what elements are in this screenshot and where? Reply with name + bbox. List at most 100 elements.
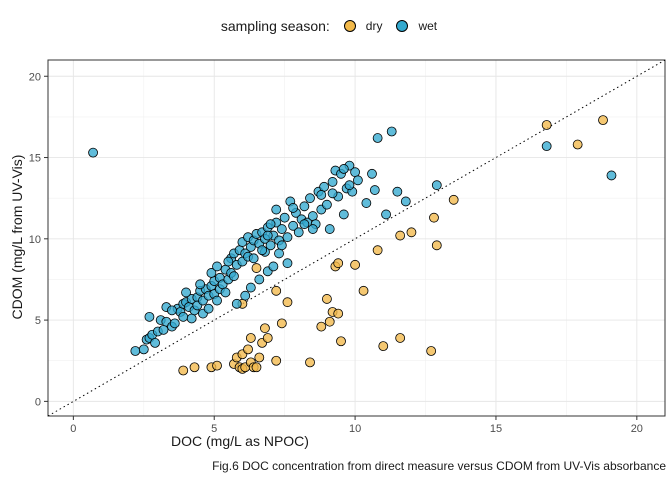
data-point-wet [257, 245, 268, 256]
x-axis-ticks: 0 5 10 15 20 [70, 416, 643, 435]
data-point-wet [268, 261, 279, 272]
data-point-wet [265, 219, 276, 230]
data-point-wet [276, 240, 287, 251]
data-point-dry [260, 323, 270, 334]
x-tick-label: 20 [631, 423, 643, 435]
data-point-wet [276, 224, 287, 234]
data-point-wet [206, 268, 217, 278]
data-point-wet [130, 346, 141, 356]
data-point-dry [262, 333, 273, 343]
data-point-wet [138, 344, 149, 355]
data-point-dry [251, 362, 262, 373]
x-tick-label: 5 [211, 423, 217, 435]
gridlines [48, 60, 665, 416]
data-point-wet [299, 219, 310, 230]
data-point-wet [322, 199, 332, 210]
identity-reference-line [47, 59, 666, 417]
data-point-wet [392, 186, 403, 197]
data-point-dry [448, 194, 459, 205]
plot-border [47, 59, 666, 417]
data-point-wet [223, 256, 234, 267]
legend-label-dry: dry [365, 19, 383, 33]
data-point-dry [395, 230, 406, 241]
data-point-wet [372, 133, 383, 143]
data-point-wet [386, 126, 397, 137]
data-point-wet [248, 253, 259, 264]
data-point-wet [288, 220, 299, 231]
data-point-wet [431, 180, 442, 191]
data-point-dry [431, 240, 442, 251]
legend-title: sampling season: [220, 18, 330, 34]
data-point-wet [240, 290, 251, 301]
data-point-dry [189, 362, 200, 373]
data-point-wet [231, 298, 242, 309]
data-point-dry [372, 245, 383, 256]
data-point-wet [338, 164, 349, 174]
y-axis-label: CDOM (mg/L from UV-Vis) [9, 155, 25, 320]
data-point-wet [606, 170, 617, 181]
data-point-wet [144, 311, 155, 322]
x-tick-label: 15 [490, 423, 502, 435]
data-point-wet [307, 211, 318, 221]
legend-key-dry [343, 20, 356, 32]
data-point-dry [333, 308, 344, 319]
data-point-wet [245, 282, 256, 293]
data-point-wet [262, 230, 273, 241]
y-tick-label: 15 [29, 153, 41, 165]
data-point-wet [319, 181, 330, 192]
data-point-wet [212, 295, 222, 306]
data-point-dry [572, 139, 583, 150]
x-tick-label: 0 [70, 423, 76, 435]
data-point-wet [541, 141, 552, 152]
data-point-dry [305, 357, 315, 368]
scatter-points [88, 115, 617, 376]
legend-item-wet: wet [396, 19, 437, 33]
data-point-dry [322, 294, 332, 304]
data-point-wet [316, 190, 327, 200]
data-point-wet [327, 177, 338, 187]
data-point-wet [279, 212, 290, 223]
data-point-wet [88, 147, 98, 158]
data-point-wet [220, 287, 231, 298]
legend-key-wet [396, 20, 409, 32]
data-point-wet [327, 188, 338, 199]
figure-caption: Fig.6 DOC concentration from direct meas… [212, 459, 666, 473]
data-point-wet [274, 248, 284, 259]
data-point-dry [243, 344, 253, 355]
data-point-dry [350, 259, 360, 270]
data-point-wet [169, 318, 180, 329]
data-point-wet [324, 224, 335, 234]
data-point-wet [282, 258, 293, 269]
legend: sampling season: dry wet [0, 18, 672, 34]
data-point-wet [271, 204, 282, 215]
y-tick-label: 0 [35, 396, 41, 408]
data-point-dry [271, 285, 282, 296]
legend-item-dry: dry [343, 19, 383, 33]
data-point-dry [245, 333, 256, 343]
data-point-wet [307, 224, 318, 234]
y-tick-label: 5 [35, 315, 41, 327]
data-point-dry [212, 360, 222, 371]
y-axis-ticks: 0 5 10 15 20 [29, 71, 48, 408]
data-point-dry [254, 352, 265, 363]
data-point-wet [361, 198, 372, 208]
data-point-dry [282, 297, 293, 308]
data-point-dry [541, 120, 552, 130]
data-point-wet [178, 311, 189, 322]
data-point-wet [338, 209, 349, 220]
data-point-dry [378, 341, 389, 352]
data-point-wet [282, 232, 293, 243]
data-point-dry [324, 316, 335, 327]
data-point-dry [358, 285, 369, 296]
data-point-wet [288, 203, 299, 213]
data-point-dry [333, 258, 344, 269]
data-point-wet [293, 227, 304, 238]
y-tick-label: 10 [29, 234, 41, 246]
data-point-dry [251, 263, 262, 273]
data-point-dry [395, 333, 406, 343]
data-point-dry [429, 212, 439, 223]
data-point-dry [276, 318, 287, 329]
data-point-wet [195, 279, 206, 290]
data-point-wet [167, 305, 177, 316]
